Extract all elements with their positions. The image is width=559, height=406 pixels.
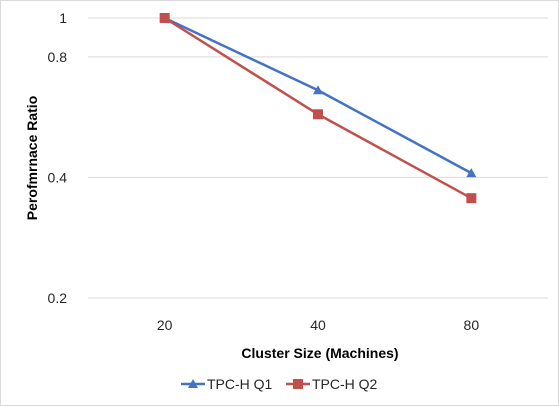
x-axis-title: Cluster Size (Machines): [241, 345, 398, 361]
x-tick-label: 40: [310, 317, 326, 333]
legend-label-q2: TPC-H Q2: [312, 376, 378, 392]
data-point-marker: [313, 109, 323, 120]
data-point-marker: [159, 13, 170, 23]
legend-item-q1: TPC-H Q1: [181, 376, 273, 392]
legend-marker-q2: [293, 379, 303, 389]
y-axis-ticks: 0.2 0.4 0.8 1: [48, 10, 68, 306]
y-axis-title: Perofmrnace Ratio: [24, 96, 40, 220]
gridlines: [88, 17, 548, 299]
series-line-2: [164, 16, 472, 200]
y-tick-label: 0.4: [48, 169, 68, 185]
data-point-marker: [466, 193, 477, 204]
y-tick-label: 0.2: [48, 290, 68, 306]
legend-item-q2: TPC-H Q2: [286, 376, 378, 392]
x-tick-label: 80: [464, 317, 480, 333]
legend: TPC-H Q1 TPC-H Q2: [181, 376, 378, 392]
legend-label-q1: TPC-H Q1: [207, 376, 273, 392]
x-tick-label: 20: [157, 317, 173, 333]
y-tick-label: 0.8: [48, 49, 68, 65]
data-point-marker: [313, 85, 323, 95]
data-point-marker: [466, 168, 477, 178]
y-tick-label: 1: [59, 10, 67, 26]
series-lines: [159, 13, 477, 204]
x-axis-ticks: 20 40 80: [157, 317, 479, 333]
legend-marker-q1: [188, 379, 198, 388]
series-line-1: [164, 16, 472, 175]
